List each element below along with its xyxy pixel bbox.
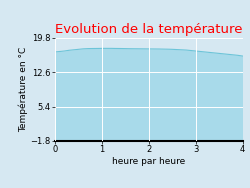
Title: Evolution de la température: Evolution de la température [55,24,242,36]
Y-axis label: Température en °C: Température en °C [18,47,28,132]
X-axis label: heure par heure: heure par heure [112,157,186,166]
